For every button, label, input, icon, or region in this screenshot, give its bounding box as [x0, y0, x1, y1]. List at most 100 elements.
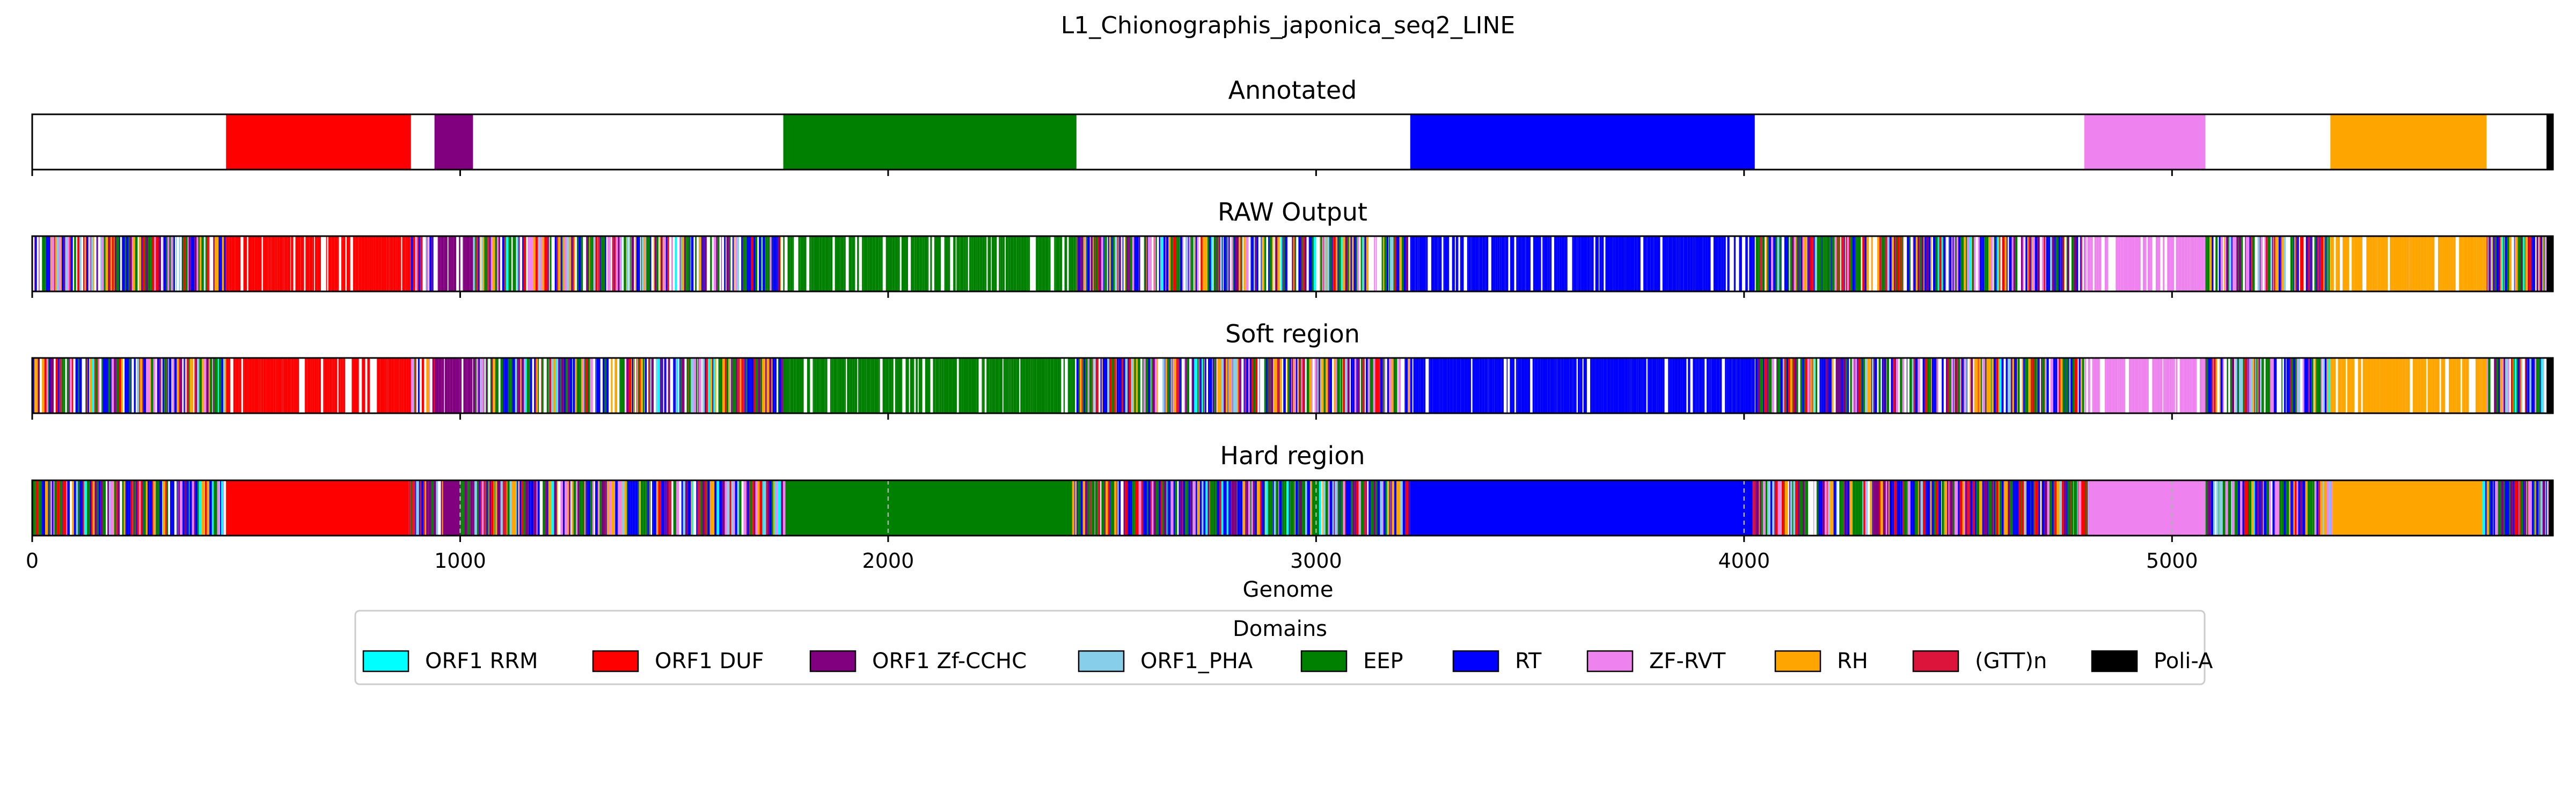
noise-mark — [2260, 480, 2263, 536]
noise-mark — [615, 480, 618, 536]
noise-mark — [126, 480, 129, 536]
domain-bar — [2407, 358, 2410, 413]
noise-mark — [1330, 236, 1332, 291]
legend-title: Domains — [1233, 617, 1327, 641]
domain-bar — [1410, 114, 1755, 170]
noise-mark — [1779, 480, 1781, 536]
domain-bar — [448, 358, 450, 413]
noise-mark — [538, 358, 539, 413]
noise-mark — [762, 480, 765, 536]
noise-mark — [2498, 358, 2500, 413]
noise-mark — [1972, 358, 1973, 413]
noise-mark — [1176, 236, 1178, 291]
domain-bar — [261, 358, 264, 413]
noise-mark — [1326, 358, 1328, 413]
noise-mark — [415, 358, 416, 413]
noise-mark — [1986, 358, 1989, 413]
domain-bar — [877, 358, 879, 413]
noise-mark — [2514, 236, 2516, 291]
noise-mark — [1960, 236, 1963, 291]
noise-mark — [1984, 236, 1987, 291]
domain-bar — [1648, 358, 1652, 413]
domain-bar — [287, 358, 291, 413]
domain-bar — [2485, 358, 2487, 413]
noise-mark — [1799, 480, 1803, 536]
noise-mark — [1254, 236, 1255, 291]
noise-mark — [1798, 480, 1800, 536]
noise-mark — [1268, 358, 1269, 413]
noise-mark — [116, 236, 118, 291]
noise-mark — [2239, 358, 2241, 413]
noise-mark — [35, 358, 38, 413]
domain-bar — [1057, 358, 1060, 413]
noise-mark — [2317, 236, 2319, 291]
noise-mark — [1975, 480, 1977, 536]
noise-mark — [1779, 358, 1781, 413]
noise-mark — [606, 480, 607, 536]
noise-mark — [486, 236, 488, 291]
domain-bar — [1491, 236, 1495, 291]
noise-mark — [626, 236, 629, 291]
domain-bar — [260, 358, 261, 413]
noise-mark — [1993, 480, 1995, 536]
noise-mark — [2300, 480, 2302, 536]
noise-mark — [133, 480, 134, 536]
noise-mark — [101, 358, 103, 413]
x-axis-label: Genome — [1242, 577, 1333, 602]
domain-bar — [889, 358, 892, 413]
noise-mark — [224, 236, 225, 291]
domain-bar — [2152, 358, 2155, 413]
noise-mark — [1229, 236, 1230, 291]
noise-mark — [481, 480, 484, 536]
noise-mark — [547, 480, 548, 536]
noise-mark — [1356, 358, 1358, 413]
noise-mark — [559, 358, 560, 413]
noise-mark — [1262, 236, 1264, 291]
noise-mark — [1210, 358, 1212, 413]
noise-mark — [2507, 236, 2509, 291]
domain-bar — [991, 358, 992, 413]
noise-mark — [2237, 358, 2238, 413]
noise-mark — [2228, 480, 2231, 536]
noise-mark — [731, 480, 734, 536]
noise-mark — [1246, 236, 1249, 291]
noise-mark — [1900, 358, 1902, 413]
noise-mark — [186, 358, 189, 413]
noise-mark — [46, 236, 48, 291]
noise-mark — [34, 480, 36, 536]
legend-label: ORF1 DUF — [655, 649, 764, 674]
domain-bar — [2173, 358, 2175, 413]
domain-bar — [2410, 236, 2412, 291]
noise-mark — [1995, 358, 1996, 413]
noise-mark — [2486, 236, 2488, 291]
noise-mark — [591, 358, 593, 413]
domain-bar — [852, 236, 854, 291]
noise-mark — [1931, 358, 1934, 413]
noise-mark — [1879, 480, 1881, 536]
noise-mark — [1192, 480, 1194, 536]
noise-mark — [2536, 236, 2538, 291]
domain-bar — [357, 358, 359, 413]
domain-bar — [1008, 358, 1009, 413]
noise-mark — [1857, 236, 1859, 291]
noise-mark — [718, 358, 720, 413]
noise-mark — [1136, 358, 1138, 413]
noise-mark — [97, 358, 99, 413]
noise-mark — [1807, 236, 1811, 291]
noise-mark — [2518, 358, 2520, 413]
noise-mark — [2248, 236, 2250, 291]
noise-mark — [1125, 480, 1128, 536]
noise-mark — [513, 236, 515, 291]
domain-bar — [2092, 236, 2093, 291]
noise-mark — [562, 480, 565, 536]
legend-label: ZF-RVT — [1649, 649, 1726, 674]
domain-bar — [2150, 236, 2153, 291]
noise-mark — [63, 236, 65, 291]
noise-mark — [1260, 480, 1261, 536]
noise-mark — [1177, 236, 1180, 291]
domain-bar — [2475, 236, 2477, 291]
noise-mark — [185, 236, 187, 291]
noise-mark — [1844, 236, 1845, 291]
noise-mark — [756, 358, 758, 413]
noise-mark — [2311, 236, 2312, 291]
